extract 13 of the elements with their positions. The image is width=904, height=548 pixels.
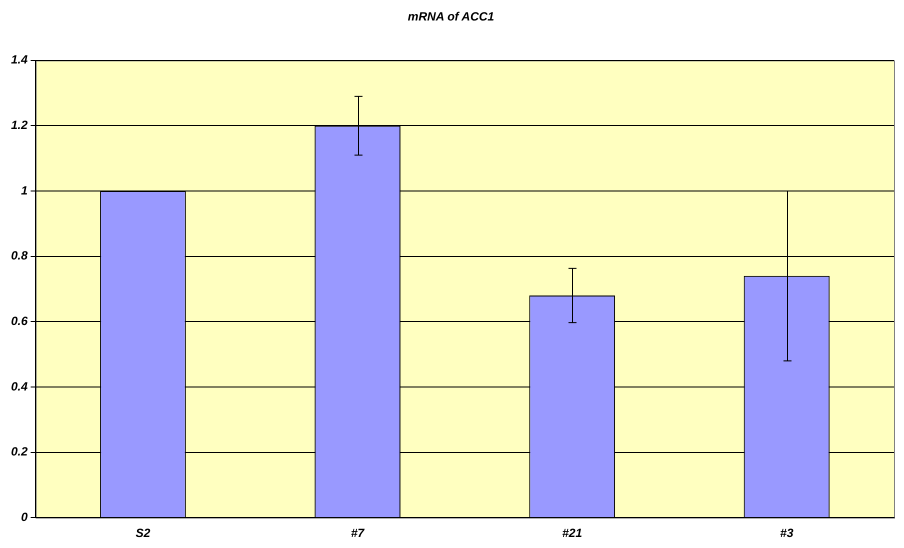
x-tick-label: #3 — [780, 526, 794, 540]
y-tick-label: 0.4 — [10, 379, 28, 394]
y-tick-label: 0.6 — [10, 314, 28, 328]
y-tick-label: 1 — [20, 183, 28, 198]
chart-title: mRNA of ACC1 — [408, 10, 495, 24]
x-tick-label: #21 — [562, 526, 582, 540]
y-tick-label: 1.2 — [10, 118, 28, 132]
x-tick-label: S2 — [136, 526, 151, 540]
x-tick-label: #7 — [350, 526, 366, 540]
y-tick-label: 0.8 — [10, 248, 28, 263]
y-tick-label: 0 — [20, 510, 28, 524]
y-tick-label: 0.2 — [10, 444, 28, 459]
y-tick-label: 1.4 — [10, 52, 28, 67]
